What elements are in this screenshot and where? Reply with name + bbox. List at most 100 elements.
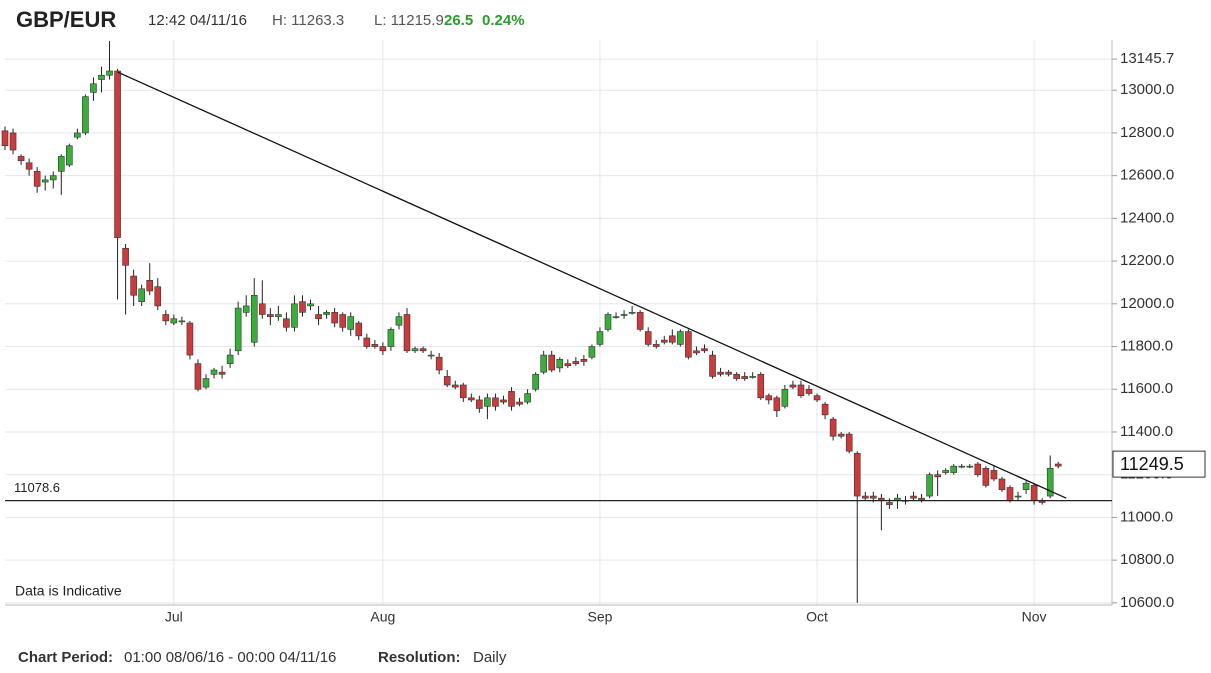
candle-body — [813, 395, 821, 401]
candle-body — [476, 399, 483, 409]
candle-body — [347, 316, 355, 330]
candle-body — [556, 359, 564, 369]
candle-body — [660, 339, 668, 343]
candle-body — [524, 393, 531, 403]
candle-body — [878, 497, 885, 501]
candle-body — [998, 478, 1006, 490]
candle-body — [572, 361, 580, 364]
candle-body — [942, 470, 949, 473]
candle-body — [894, 497, 901, 501]
candle-body — [98, 74, 105, 80]
candle-body — [636, 312, 644, 330]
candle-body — [620, 314, 628, 316]
candle-body — [508, 391, 515, 407]
candle-body — [162, 314, 170, 322]
resolution: Daily — [473, 649, 507, 666]
candle-body — [210, 369, 218, 375]
change: 26.5 — [444, 12, 473, 29]
y-tick-label: 12400.0 — [1120, 209, 1174, 226]
candle-body — [443, 376, 451, 386]
y-tick-label: 12000.0 — [1120, 295, 1174, 312]
candle-body — [886, 502, 893, 505]
period: 01:00 08/06/16 - 00:00 04/11/16 — [124, 649, 336, 666]
candle-body — [371, 344, 379, 347]
candle-body — [226, 354, 234, 364]
candle-body — [250, 294, 258, 343]
candle-body — [459, 384, 467, 399]
y-tick-label: 12800.0 — [1120, 124, 1174, 141]
candle-body — [74, 132, 81, 138]
candle-body — [33, 171, 41, 187]
candle-body — [853, 453, 861, 497]
candle-body — [323, 312, 330, 315]
y-tick-label: 13000.0 — [1120, 81, 1174, 98]
candle-body — [709, 354, 716, 377]
candle-body — [540, 354, 547, 373]
x-tick-label: Aug — [370, 609, 395, 625]
candle-body — [1046, 467, 1054, 497]
candle-body — [387, 329, 395, 347]
y-tick-label: 11800.0 — [1120, 337, 1173, 354]
resolution-label: Resolution: — [378, 649, 461, 666]
y-tick-label: 10800.0 — [1120, 551, 1174, 568]
x-tick-label: Sep — [587, 609, 612, 625]
candle-body — [178, 320, 186, 323]
candle-body — [669, 335, 676, 343]
note: Data is Indicative — [15, 583, 122, 599]
candle-body — [9, 132, 17, 151]
candle-body — [564, 363, 572, 367]
candle-body — [411, 348, 419, 352]
y-tick-label: 10600.0 — [1120, 594, 1174, 611]
low-label: L: 11215.9 — [374, 12, 444, 29]
candle-body — [845, 433, 853, 452]
candle-body — [484, 397, 491, 407]
symbol: GBP/EUR — [16, 7, 116, 32]
candle-body — [805, 388, 813, 394]
candle-body — [749, 376, 757, 378]
candle-body — [918, 497, 925, 501]
candle-body — [57, 156, 65, 172]
candle-body — [588, 346, 596, 358]
candle-body — [532, 374, 539, 390]
candle-body — [339, 314, 346, 328]
candle-body — [781, 388, 789, 407]
candle-body — [291, 303, 298, 328]
candle-body — [331, 312, 338, 324]
candle-body — [146, 280, 154, 292]
candle-body — [82, 96, 89, 134]
x-tick-label: Oct — [806, 609, 828, 625]
candle-body — [604, 314, 612, 330]
candle-body — [717, 371, 724, 375]
candle-body — [395, 316, 403, 326]
y-tick-label: 13145.7 — [1120, 50, 1174, 67]
y-tick-label: 11600.0 — [1120, 380, 1173, 397]
candle-body — [202, 378, 210, 388]
candle-body — [122, 247, 129, 266]
candle-body — [580, 359, 588, 362]
candle-body — [861, 495, 869, 499]
high-label: H: 11263.3 — [272, 12, 344, 29]
candle-body — [275, 314, 282, 317]
candle-body — [234, 307, 242, 352]
candle-body — [596, 331, 604, 345]
candle-body — [1022, 482, 1030, 490]
candle-body — [725, 371, 732, 375]
candle-body — [194, 363, 202, 390]
candle-body — [829, 418, 837, 437]
candle-body — [307, 303, 314, 307]
candle-body — [821, 403, 829, 416]
last-price-label: 11249.5 — [1120, 454, 1184, 474]
candle-body — [451, 384, 459, 388]
candle-body — [363, 337, 371, 347]
x-tick-label: Jul — [165, 609, 183, 625]
candle-body — [138, 288, 145, 302]
candle-body — [548, 354, 556, 371]
candle-body — [677, 331, 684, 345]
candle-body — [644, 331, 652, 345]
candle-body — [652, 344, 660, 347]
candle-body — [114, 70, 121, 238]
candle-body — [516, 401, 523, 405]
candle-body — [693, 350, 700, 354]
candle-body — [1, 130, 9, 147]
